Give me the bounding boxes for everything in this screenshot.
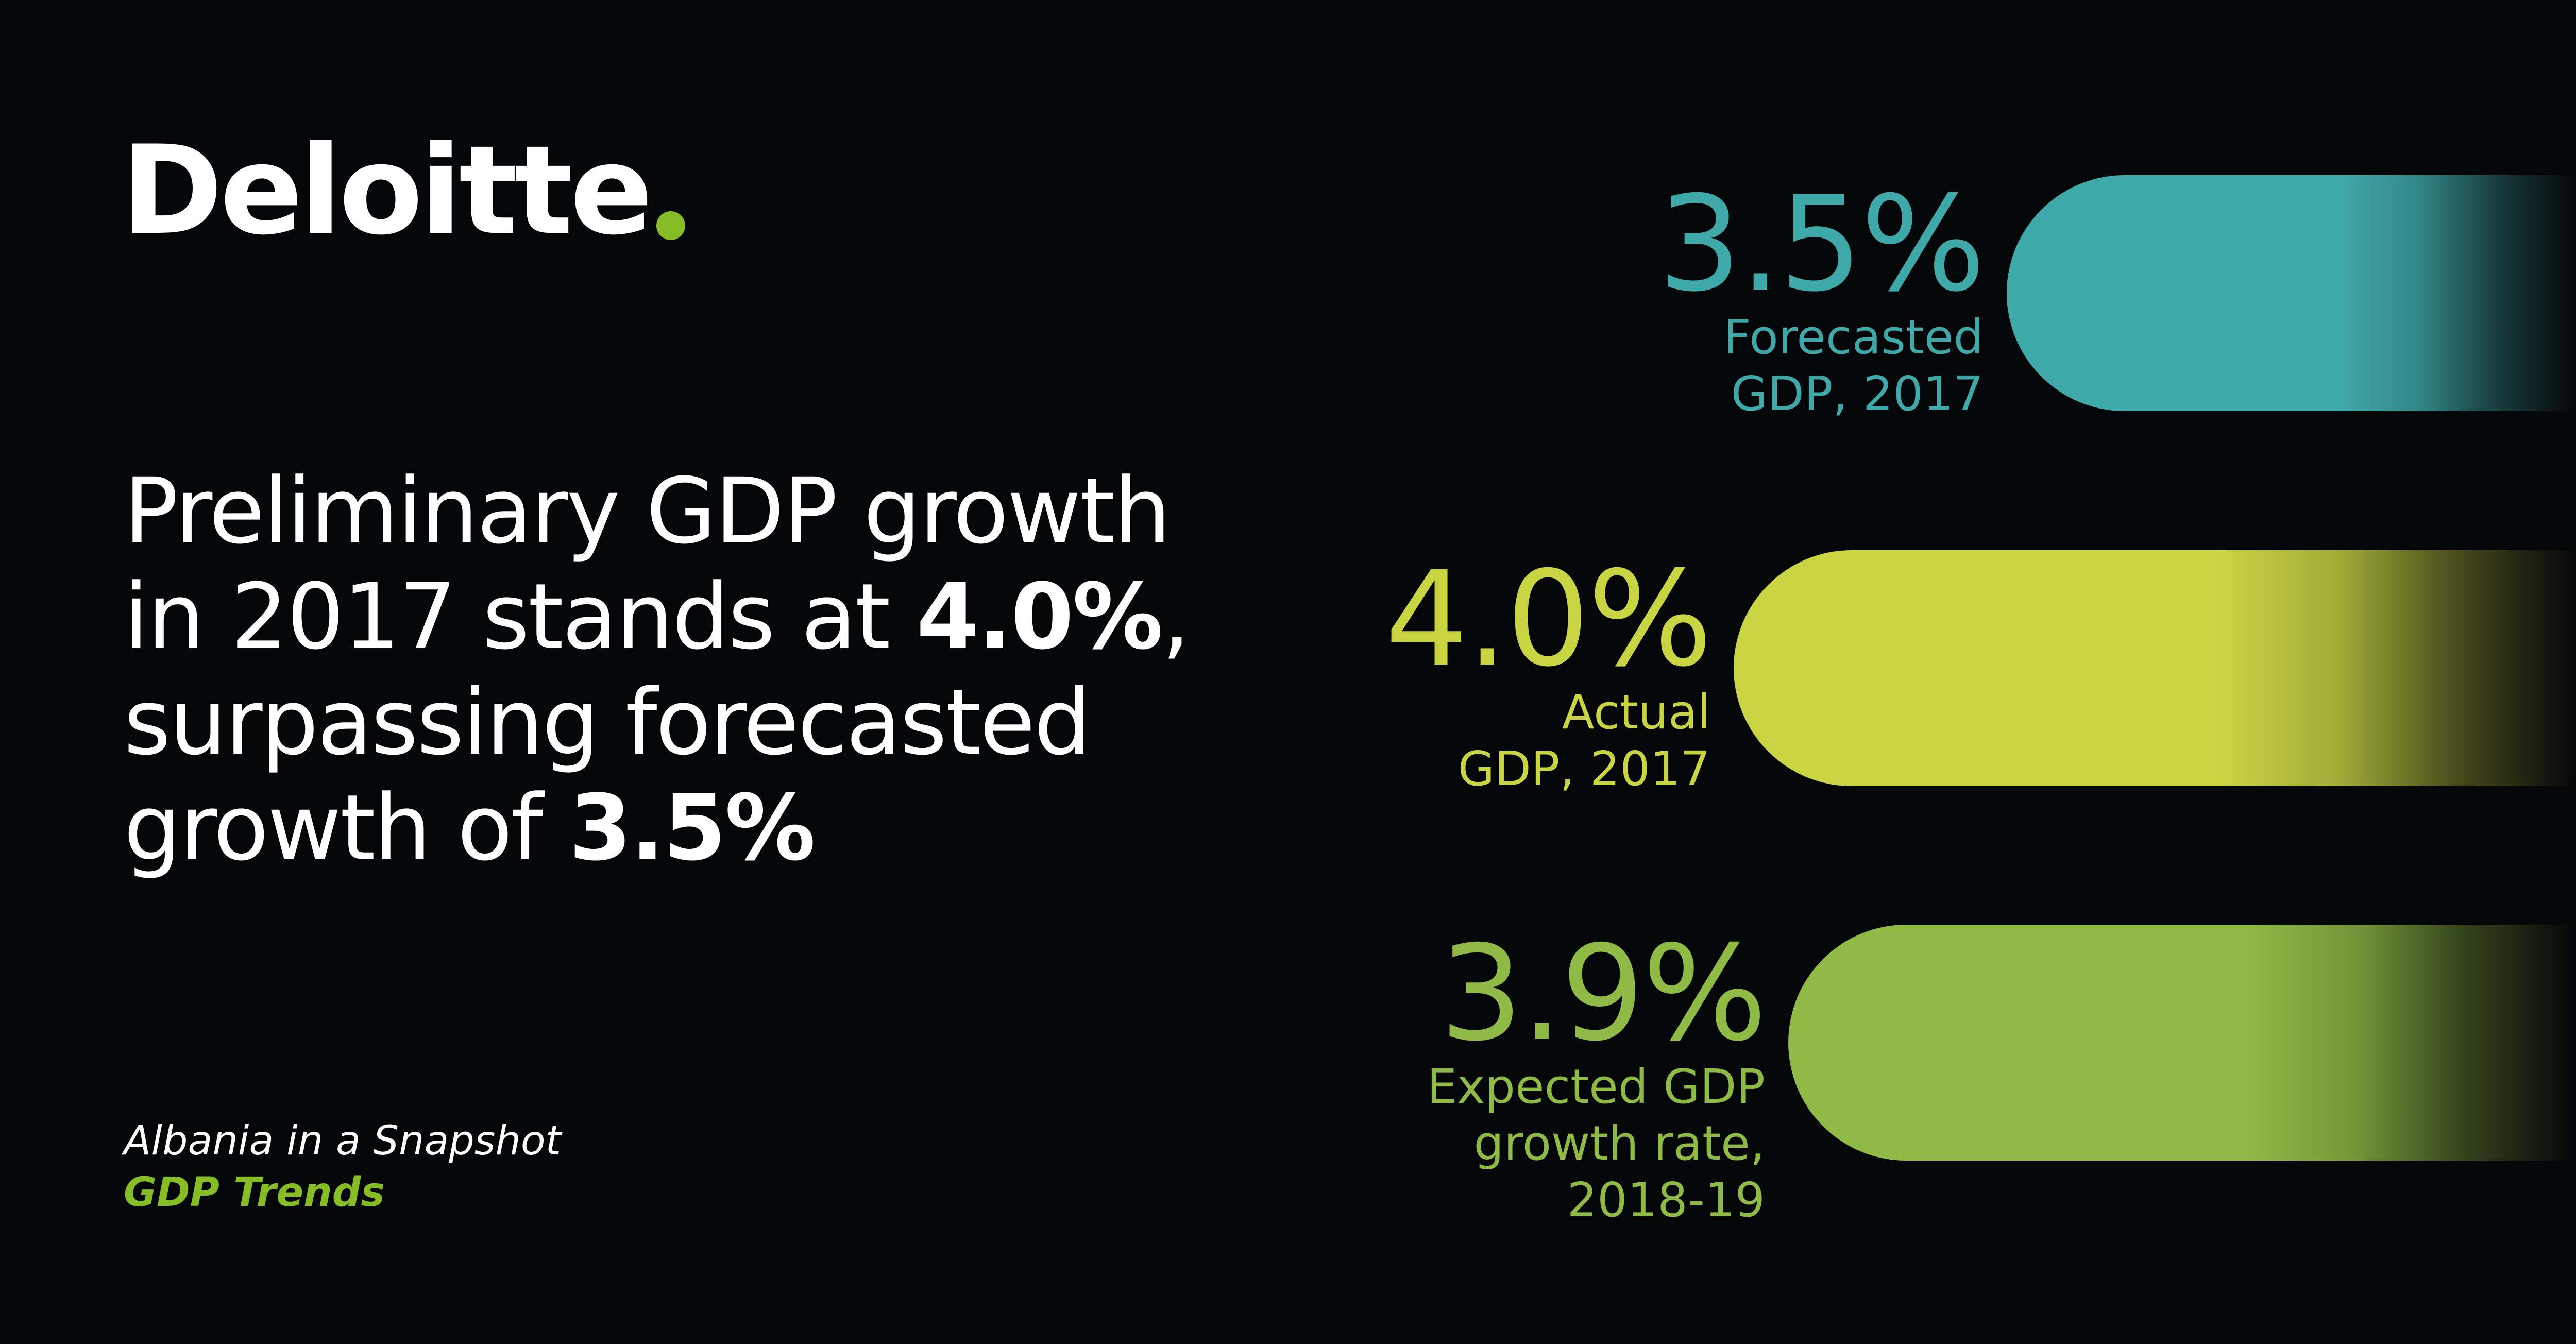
bar-3-label-line-2: growth rate, [1473, 1116, 1765, 1171]
headline-line-3: surpassing forecasted [124, 670, 1091, 775]
bar-1-label-line-2: GDP, 2017 [1731, 366, 1984, 421]
headline-line-2-suffix: , [1161, 564, 1191, 670]
bar-2-label-group: 4.0% Actual GDP, 2017 [1385, 543, 1713, 797]
logo-wordmark: Deloitte [121, 120, 653, 262]
logo-dot [656, 211, 685, 240]
bar-3-label-line-3: 2018-19 [1567, 1172, 1765, 1228]
headline-line-4-text: growth of [124, 775, 569, 881]
headline-line-2: in 2017 stands at 4.0%, [124, 564, 1191, 670]
bar-1-label-group: 3.5% Forecasted GDP, 2017 [1658, 168, 1986, 422]
bar-1 [2007, 175, 2576, 411]
bar-3 [1788, 925, 2576, 1161]
bar-2 [1734, 550, 2576, 786]
caption-series: Albania in a Snapshot [124, 1118, 562, 1164]
headline: Preliminary GDP growth in 2017 stands at… [124, 458, 1191, 881]
headline-line-4: growth of 3.5% [124, 775, 1154, 881]
bar-1-value: 3.5% [1658, 168, 1986, 321]
bar-3-label-group: 3.9% Expected GDP growth rate, 2018-19 [1427, 917, 1767, 1229]
headline-line-1: Preliminary GDP growth [124, 458, 1171, 564]
bar-2-label-line-2: GDP, 2017 [1458, 741, 1710, 796]
deloitte-logo: Deloitte [121, 118, 685, 252]
headline-actual-value: 4.0% [916, 564, 1163, 670]
bar-3-label-line-1: Expected GDP [1427, 1059, 1765, 1114]
bar-2-value: 4.0% [1385, 543, 1713, 696]
caption-topic: GDP Trends [124, 1169, 385, 1216]
caption: Albania in a Snapshot GDP Trends [124, 1115, 561, 1218]
headline-forecast-value: 3.5% [568, 775, 816, 881]
bar-2-label-line-1: Actual [1562, 685, 1710, 740]
bar-3-value: 3.9% [1439, 917, 1767, 1070]
headline-line-2-text: in 2017 stands at [124, 564, 917, 670]
bar-1-label-line-1: Forecasted [1723, 310, 1984, 365]
